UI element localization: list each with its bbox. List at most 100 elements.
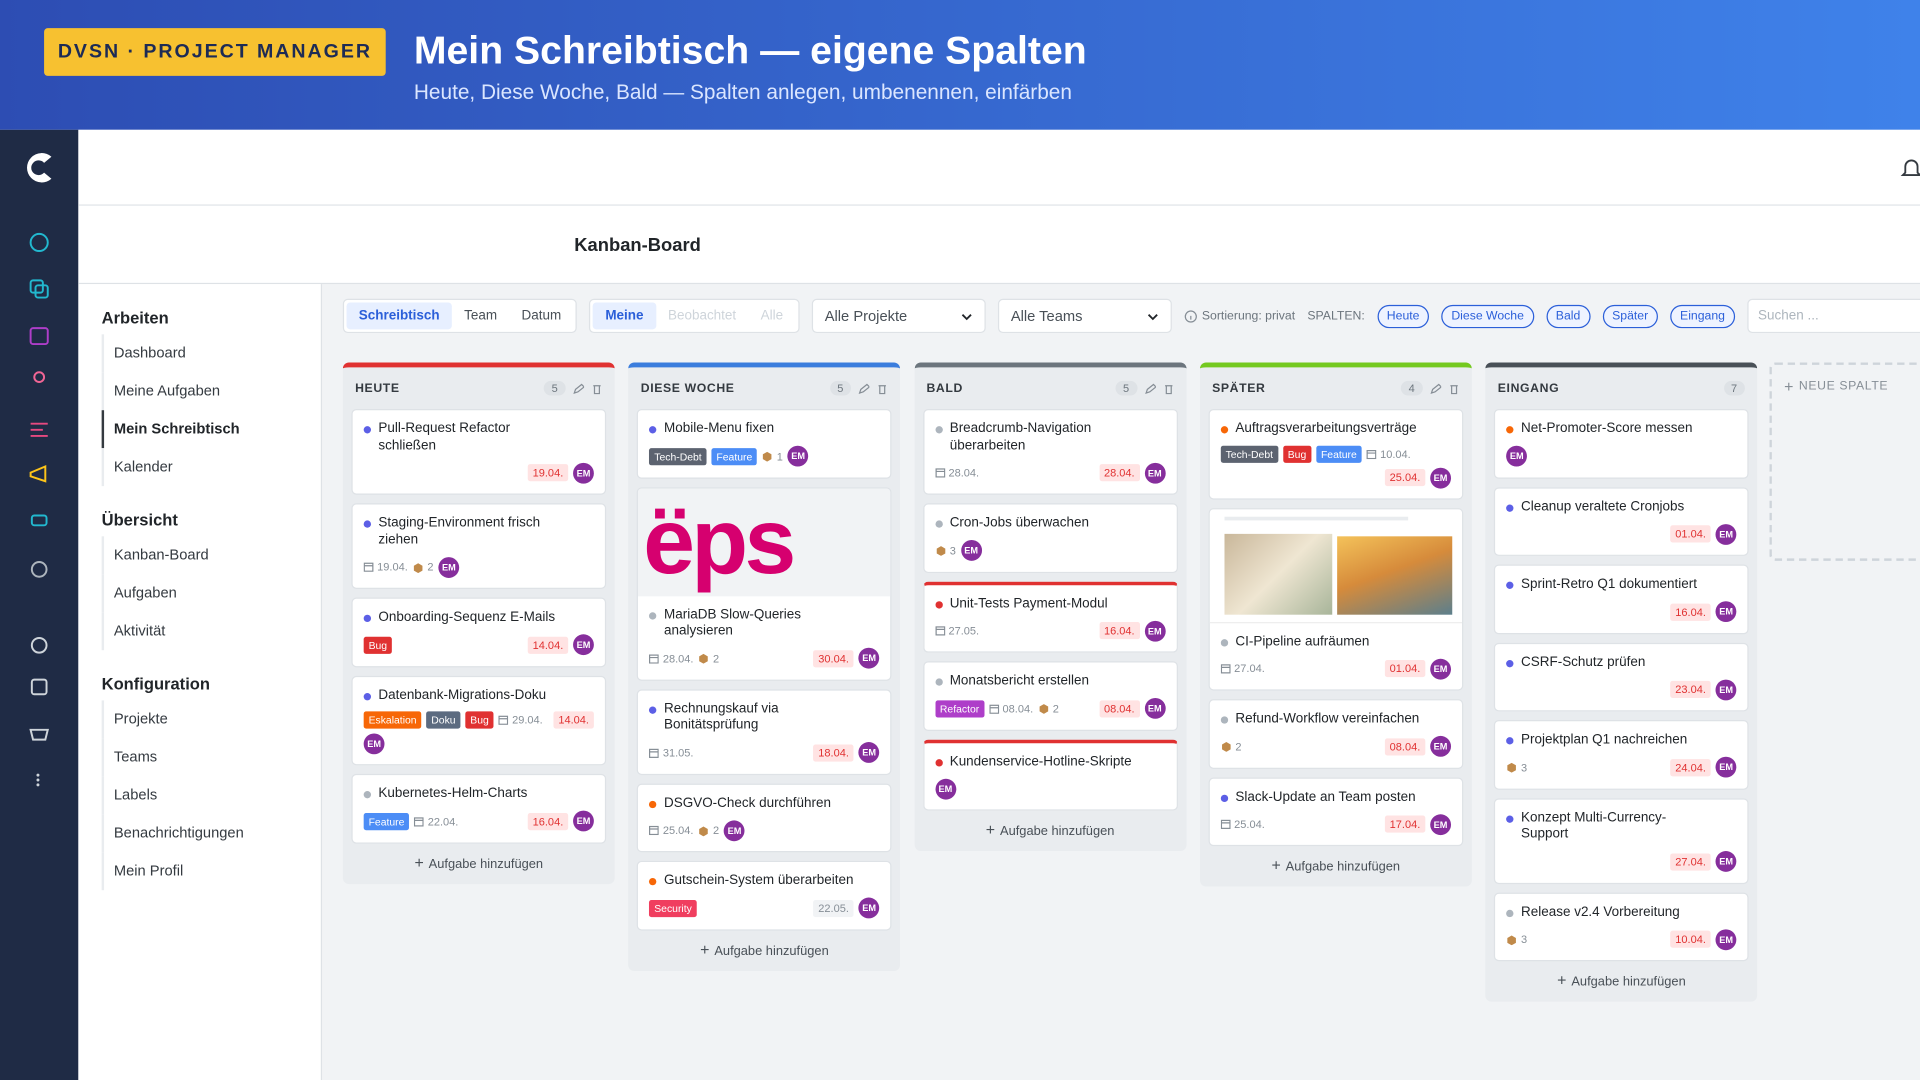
column-chip[interactable]: Diese Woche xyxy=(1441,304,1534,328)
card[interactable]: Gutschein-System überarbeiten Security 22.… xyxy=(637,860,892,930)
nav-icon[interactable] xyxy=(30,422,48,437)
start-date-text: 10.04. xyxy=(1380,447,1411,460)
card[interactable]: Konzept Multi-Currency-Support 27.04. EM xyxy=(1494,797,1749,884)
card[interactable]: Mobile-Menu fixen Tech-Debt Feature 1 EM xyxy=(637,408,892,479)
card-body: Cron-Jobs überwachen 3 EM xyxy=(924,504,1176,571)
card[interactable]: Slack-Update an Team posten 25.04. 17.04. E… xyxy=(1208,776,1464,847)
card[interactable]: Release v2.4 Vorbereitung 3 10.04. EM xyxy=(1494,892,1749,962)
card-title: Mobile-Menu fixen xyxy=(664,421,775,436)
card-title-row: Projektplan Q1 nachreichen xyxy=(1506,732,1736,749)
nav-icon[interactable] xyxy=(33,371,46,384)
nav-icon[interactable] xyxy=(30,678,48,696)
card-body: Breadcrumb-Navigation überarbeiten 28.04.… xyxy=(924,410,1176,493)
card[interactable]: Kundenservice-Hotline-Skripte EM xyxy=(922,738,1178,811)
nav-item[interactable]: Aufgaben xyxy=(101,574,321,613)
card[interactable]: CSRF-Schutz prüfen 23.04. EM xyxy=(1494,642,1749,712)
nav-icon[interactable] xyxy=(30,561,48,578)
card-meta: 19.04. EM xyxy=(364,462,594,484)
card-body: Kundenservice-Hotline-Skripte EM xyxy=(924,743,1176,810)
add-task[interactable]: + Aufgabe hinzufügen xyxy=(1271,855,1401,875)
nav-item[interactable]: Mein Schreibtisch xyxy=(101,410,321,449)
card[interactable]: Refund-Workflow vereinfachen 2 08.04. EM xyxy=(1208,699,1464,769)
edit-icon[interactable] xyxy=(858,383,870,394)
select[interactable]: Alle Projekte xyxy=(811,298,986,334)
assignee-avatar: EM xyxy=(960,540,982,561)
assignee-avatar: EM xyxy=(724,819,745,841)
scope-tab[interactable]: Meine xyxy=(593,302,656,330)
edit-icon[interactable] xyxy=(573,383,585,394)
card[interactable]: Staging-Environment frisch ziehen 19.04. 2… xyxy=(351,503,607,589)
nav-item[interactable]: Labels xyxy=(101,776,321,815)
card[interactable]: Cron-Jobs überwachen 3 EM xyxy=(922,503,1178,573)
column-title: HEUTE xyxy=(355,381,400,395)
card[interactable]: Rechnungskauf via Bonitätsprüfung 31.05. 1… xyxy=(637,688,892,775)
add-task[interactable]: + Aufgabe hinzufügen xyxy=(700,939,829,959)
scope-tab[interactable]: Beobachtet xyxy=(667,308,737,324)
card[interactable]: Onboarding-Sequenz E-Mails Bug 14.04. EM xyxy=(351,597,607,667)
add-task[interactable]: + Aufgabe hinzufügen xyxy=(985,820,1115,839)
nav-item[interactable]: Projekte xyxy=(101,700,321,739)
nav-item[interactable]: Mein Profil xyxy=(101,852,321,891)
nav-item[interactable]: Meine Aufgaben xyxy=(101,372,321,411)
delete-icon[interactable] xyxy=(1448,383,1459,394)
card[interactable]: Sprint-Retro Q1 dokumentiert 16.04. EM xyxy=(1494,564,1749,634)
bell-icon[interactable] xyxy=(1898,157,1920,179)
column-chip[interactable]: Heute xyxy=(1377,304,1430,328)
nav-item[interactable]: Kalender xyxy=(101,448,321,487)
scope-tab[interactable]: Alle xyxy=(760,308,784,324)
card[interactable]: ëps MariaDB Slow-Queries analysieren 28.04… xyxy=(637,486,892,681)
card[interactable]: CI-Pipeline aufräumen 27.04. 01.04. EM xyxy=(1208,507,1464,691)
card[interactable]: Datenbank-Migrations-Doku Eskalation Doku B… xyxy=(351,675,607,766)
column-chip[interactable]: Bald xyxy=(1545,304,1591,328)
priority-dot xyxy=(363,614,372,623)
start-date-text: 22.04. xyxy=(427,814,459,828)
nav-icon[interactable] xyxy=(29,279,44,294)
card[interactable]: Projektplan Q1 nachreichen 3 24.04. EM xyxy=(1494,720,1749,790)
view-tab[interactable]: Datum xyxy=(521,308,562,324)
card[interactable]: DSGVO-Check durchführen 25.04. 2 EM xyxy=(637,783,892,853)
priority-dot xyxy=(1506,581,1514,589)
add-task[interactable]: + Aufgabe hinzufügen xyxy=(1557,971,1686,990)
start-date: 22.04. xyxy=(414,815,458,827)
card-body: Konzept Multi-Currency-Support 27.04. EM xyxy=(1495,799,1747,882)
nav-item[interactable]: Benachrichtigungen xyxy=(101,814,321,853)
nav-icon[interactable] xyxy=(30,514,48,527)
nav-item[interactable]: Aktivität xyxy=(101,612,321,651)
new-column[interactable]: + NEUE SPALTE xyxy=(1769,362,1920,561)
nav-icon[interactable] xyxy=(29,728,50,741)
nav-icon[interactable] xyxy=(29,327,49,346)
card-title-row: Slack-Update an Team posten xyxy=(1220,789,1451,806)
card[interactable]: Breadcrumb-Navigation überarbeiten 28.04.… xyxy=(922,408,1178,495)
card-body: Monatsbericht erstellen Refactor 08.04. 2 08… xyxy=(924,662,1176,729)
column-chip[interactable]: Eingang xyxy=(1670,304,1735,328)
card[interactable]: Cleanup veraltete Cronjobs 01.04. EM xyxy=(1494,486,1749,556)
card[interactable]: Pull-Request Refactor schließen 19.04. EM xyxy=(351,408,607,495)
add-task[interactable]: + Aufgabe hinzufügen xyxy=(414,852,544,872)
delete-icon[interactable] xyxy=(877,383,888,394)
card[interactable]: Kubernetes-Helm-Charts Feature 22.04. 16.04… xyxy=(351,773,607,844)
nav-icon[interactable] xyxy=(29,465,47,483)
new-column-row: + NEUE SPALTE xyxy=(1784,377,1889,396)
edit-icon[interactable] xyxy=(1144,383,1156,394)
label: Doku xyxy=(426,711,461,729)
card[interactable]: Unit-Tests Payment-Modul 27.05. 16.04. EM xyxy=(922,581,1178,653)
view-tab[interactable]: Team xyxy=(464,308,498,324)
nav-icon[interactable] xyxy=(30,636,48,654)
card[interactable]: Auftragsverarbeitungsverträge Tech-Debt Bu… xyxy=(1208,408,1464,499)
card[interactable]: Net-Promoter-Score messen EM xyxy=(1494,408,1749,479)
search[interactable]: Suchen ... xyxy=(1747,298,1920,334)
delete-icon[interactable] xyxy=(591,383,602,394)
select[interactable]: Alle Teams xyxy=(997,298,1172,334)
delete-icon[interactable] xyxy=(1163,383,1174,394)
view-tab[interactable]: Schreibtisch xyxy=(346,302,452,330)
nav-item[interactable]: Kanban-Board xyxy=(101,536,321,575)
nav-item[interactable]: Teams xyxy=(101,738,321,777)
priority-dot xyxy=(935,426,943,434)
nav-item[interactable]: Dashboard xyxy=(101,334,321,373)
card-title-row: Monatsbericht erstellen xyxy=(935,673,1165,690)
attachments: 3 xyxy=(935,544,956,557)
nav-icon[interactable] xyxy=(29,232,49,252)
column-chip[interactable]: Später xyxy=(1602,304,1658,328)
edit-icon[interactable] xyxy=(1430,383,1442,394)
card[interactable]: Monatsbericht erstellen Refactor 08.04. 2 08… xyxy=(922,661,1178,731)
